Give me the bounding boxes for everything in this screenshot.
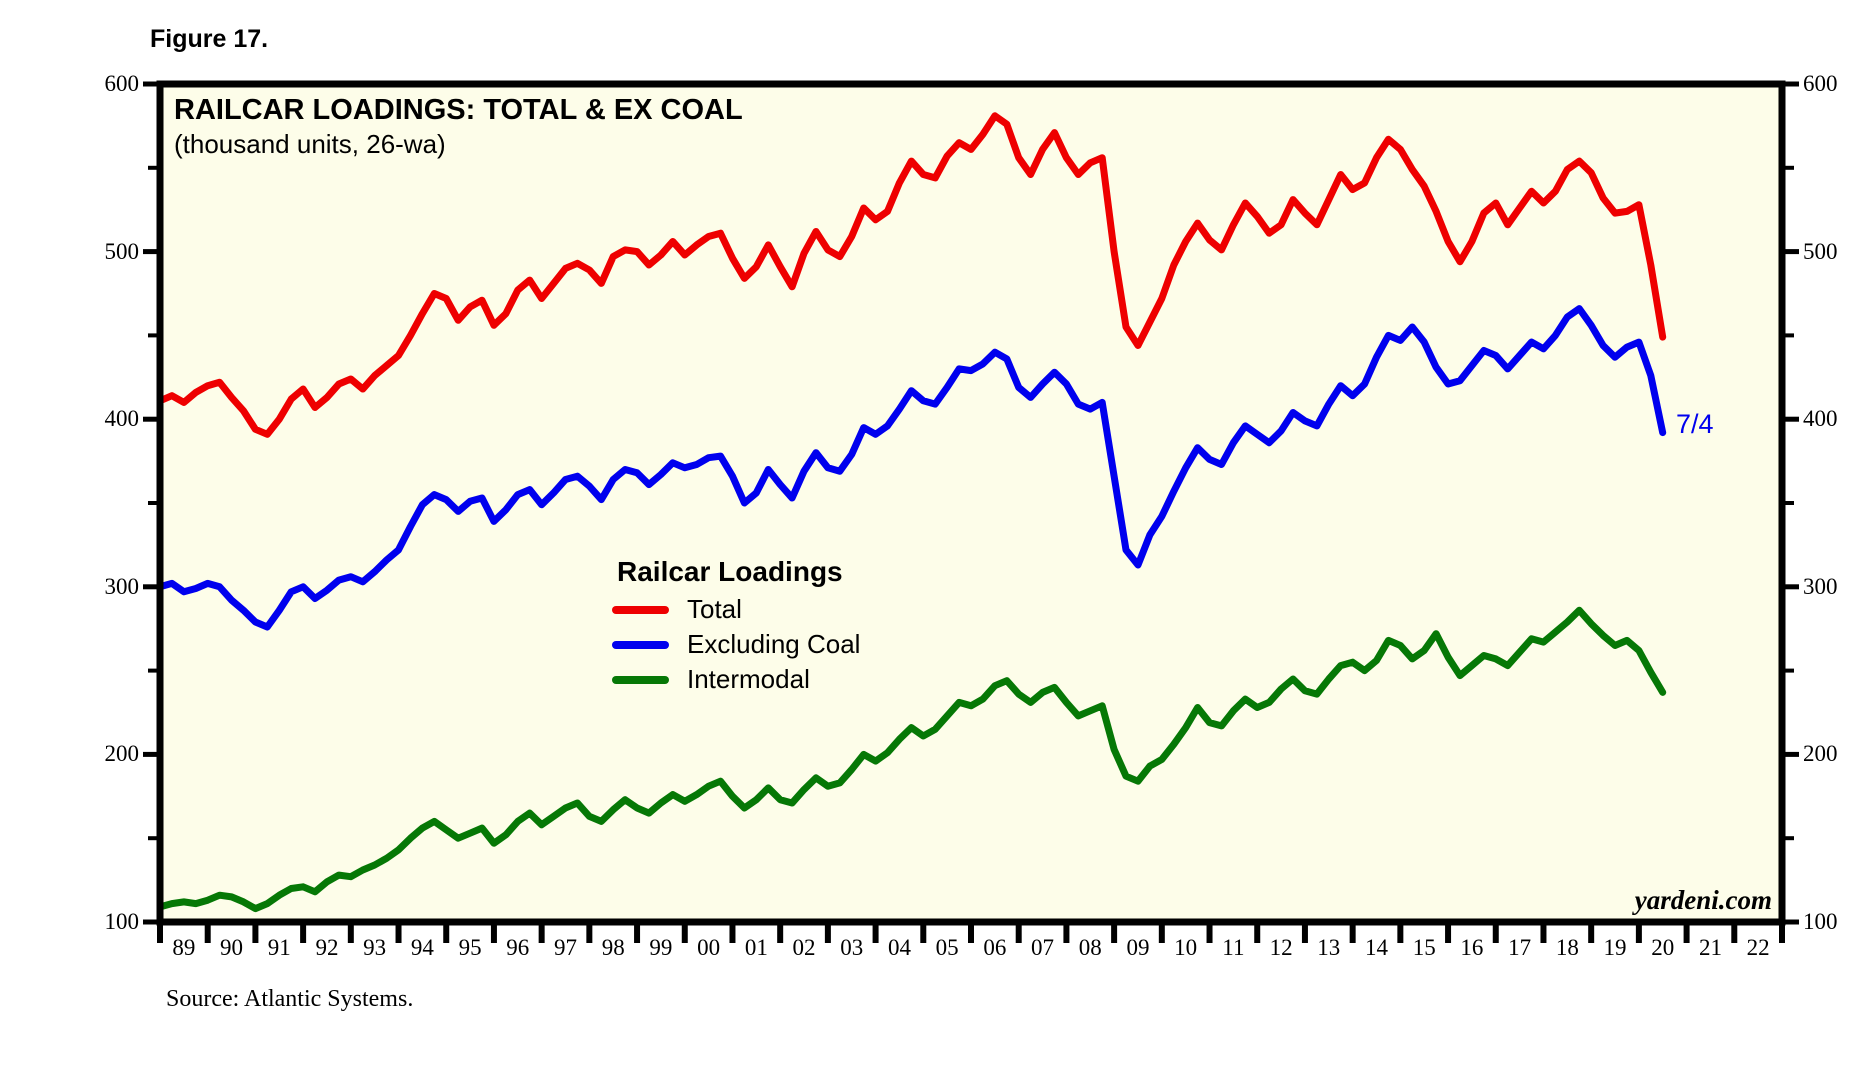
- x-axis-year-label: 90: [220, 935, 244, 960]
- y-axis-label-right: 400: [1803, 406, 1838, 432]
- legend-label: Total: [687, 594, 742, 624]
- y-axis-label-right: 300: [1803, 573, 1838, 599]
- legend-swatch-intermodal-line: [612, 675, 669, 684]
- y-axis-label-left: 400: [104, 406, 140, 432]
- x-axis-year-label: 03: [840, 935, 864, 960]
- y-axis-label-left: 600: [104, 71, 140, 96]
- x-axis-year-label: 17: [1508, 935, 1532, 960]
- y-axis-label-right: 200: [1803, 741, 1838, 767]
- x-axis-year-label: 92: [315, 935, 339, 960]
- x-axis-year-label: 01: [744, 935, 768, 960]
- x-axis-year-label: 06: [983, 935, 1007, 960]
- x-axis-year-label: 98: [601, 935, 625, 960]
- x-axis-year-label: 08: [1078, 935, 1102, 960]
- y-axis-label-left: 200: [104, 741, 140, 767]
- x-axis-year-label: 12: [1269, 935, 1293, 960]
- x-axis-year-label: 94: [410, 935, 434, 960]
- x-axis-year-label: 11: [1222, 935, 1245, 960]
- figure-label: Figure 17.: [150, 25, 269, 53]
- legend-item-intermodal: Intermodal: [612, 662, 860, 697]
- x-axis-year-label: 18: [1555, 935, 1579, 960]
- watermark: yardeni.com: [1634, 885, 1772, 915]
- x-axis-year-label: 07: [1031, 935, 1055, 960]
- x-axis-year-label: 93: [363, 935, 387, 960]
- legend-title: Railcar Loadings: [617, 556, 843, 587]
- x-axis-year-label: 97: [554, 935, 577, 960]
- source-note: Source: Atlantic Systems.: [166, 986, 414, 1012]
- legend-item-total: Total: [612, 592, 860, 627]
- y-axis-label-left: 500: [104, 238, 140, 264]
- x-axis-year-label: 19: [1603, 935, 1627, 960]
- x-axis-year-label: 99: [649, 935, 673, 960]
- y-axis-label-right: 100: [1803, 909, 1838, 934]
- x-axis-year-label: 05: [935, 935, 959, 960]
- legend-swatch-excluding-coal-line: [612, 640, 669, 649]
- legend-swatch-total-line: [612, 605, 669, 614]
- x-axis-year-label: 04: [887, 935, 911, 960]
- x-axis-year-label: 02: [792, 935, 816, 960]
- plot-background: [160, 84, 1782, 922]
- x-axis-year-label: 09: [1126, 935, 1150, 960]
- x-axis-year-label: 22: [1746, 935, 1770, 960]
- y-axis-label-left: 100: [104, 909, 140, 934]
- x-axis-year-label: 10: [1174, 935, 1198, 960]
- y-axis-label-right: 600: [1803, 71, 1838, 96]
- plot-frame: [156, 80, 1786, 926]
- x-axis-year-label: 20: [1651, 935, 1675, 960]
- x-axis-year-label: 89: [172, 935, 196, 960]
- series-line-intermodal: [156, 606, 1667, 913]
- legend-item-excluding-coal: Excluding Coal: [612, 627, 860, 662]
- latest-datapoint-annotation: 7/4: [1676, 409, 1714, 439]
- x-axis-year-label: 95: [458, 935, 482, 960]
- x-axis-year-label: 15: [1412, 935, 1436, 960]
- x-axis-year-label: 00: [697, 935, 721, 960]
- x-axis-year-label: 13: [1317, 935, 1341, 960]
- legend: Railcar Loadings Total Excluding Coal In…: [612, 556, 860, 697]
- y-axis-label-right: 500: [1803, 238, 1838, 264]
- legend-label: Excluding Coal: [687, 629, 861, 659]
- x-axis-year-label: 14: [1365, 935, 1388, 960]
- chart-title: RAILCAR LOADINGS: TOTAL & EX COAL: [174, 94, 743, 126]
- series-line-excluding-coal: [156, 305, 1667, 631]
- x-axis-year-label: 21: [1698, 935, 1722, 960]
- x-axis-year-label: 16: [1460, 935, 1484, 960]
- x-axis-year-label: 96: [506, 935, 530, 960]
- chart-subtitle: (thousand units, 26-wa): [174, 129, 446, 159]
- series-line-total: [156, 112, 1667, 438]
- y-axis-label-left: 300: [104, 573, 140, 599]
- x-axis-year-label: 91: [267, 935, 291, 960]
- legend-label: Intermodal: [687, 664, 810, 694]
